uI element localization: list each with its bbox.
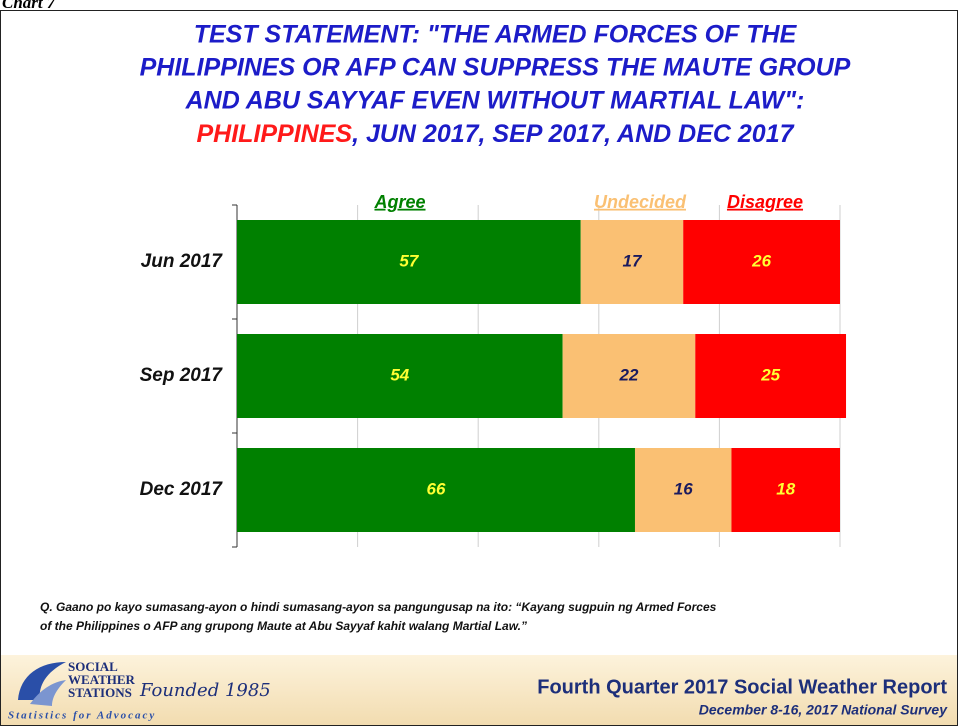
chart-subtitle: PHILIPPINES, JUN 2017, SEP 2017, AND DEC…: [196, 120, 794, 148]
chart-title: AND ABU SAYYAF EVEN WITHOUT MARTIAL LAW"…: [185, 87, 805, 115]
value-label: 18: [776, 479, 795, 498]
plot: Agree Undecided Disagree Jun 2017 57 17 26 Sep …: [140, 192, 847, 548]
chart-title: TEST STATEMENT: "THE ARMED FORCES OF THE: [194, 21, 798, 49]
logo-swoosh: [30, 680, 66, 706]
bar-segment: [634, 448, 732, 532]
legend-label: Disagree: [727, 192, 803, 212]
chart-title: PHILIPPINES OR AFP CAN SUPPRESS THE MAUT…: [140, 54, 851, 82]
report-title: Fourth Quarter 2017 Social Weather Repor…: [537, 676, 947, 698]
value-label: 54: [390, 365, 409, 384]
question: Q. Gaano po kayo sumasang-ayon o hindi s…: [40, 600, 717, 614]
logo-founded: Founded 1985: [139, 680, 271, 701]
y-tick-label: Dec 2017: [140, 479, 224, 500]
value-label: 16: [674, 479, 693, 498]
bar-segment: [731, 448, 840, 532]
y-tick-label: Sep 2017: [140, 365, 224, 386]
value-label: 66: [427, 479, 446, 498]
logo-text: STATIONS: [68, 685, 132, 700]
logo-tagline: Statistics for Advocacy: [8, 710, 156, 722]
subtitle-part: , JUN 2017, SEP 2017, AND DEC 2017: [351, 120, 795, 148]
subtitle-part: PHILIPPINES: [196, 120, 352, 148]
bar-segment: [695, 334, 847, 418]
bar-segment: [237, 448, 635, 532]
logo-text: WEATHER: [68, 672, 136, 687]
survey-date: December 8-16, 2017 National Survey: [699, 702, 948, 718]
value-label: 17: [623, 251, 643, 270]
bar-segment: [237, 220, 581, 304]
legend-label: Undecided: [594, 192, 687, 212]
legend-label: Agree: [373, 192, 425, 212]
value-label: 26: [751, 251, 771, 270]
y-tick-label: Jun 2017: [141, 251, 224, 272]
logo-swoosh: [18, 662, 66, 700]
footer-band: [1, 655, 957, 725]
value-label: 57: [399, 251, 419, 270]
bar-segment: [562, 334, 696, 418]
bar-segment: [237, 334, 563, 418]
question: of the Philippines o AFP ang grupong Mau…: [40, 619, 527, 633]
bar-segment: [580, 220, 684, 304]
chart-label: Chart 7: [2, 0, 57, 12]
value-label: 22: [618, 365, 638, 384]
logo-text: SOCIAL: [68, 659, 118, 674]
bar-segment: [683, 220, 840, 304]
value-label: 25: [760, 365, 780, 384]
